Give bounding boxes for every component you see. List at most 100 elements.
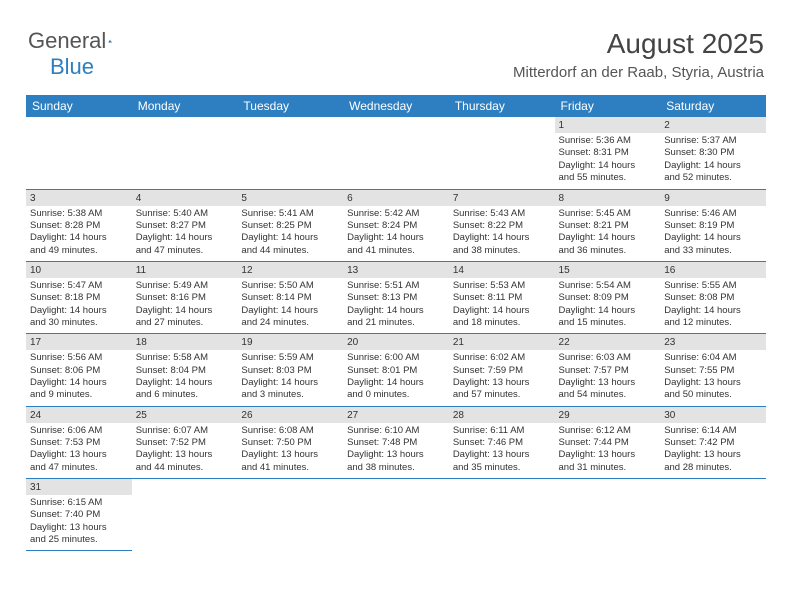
sunrise-line: Sunrise: 5:41 AM <box>241 208 339 220</box>
day-number: 1 <box>555 117 661 133</box>
sunset-line: Sunset: 7:53 PM <box>30 437 128 449</box>
sunrise-line: Sunrise: 6:04 AM <box>664 352 762 364</box>
sunrise-line: Sunrise: 5:58 AM <box>136 352 234 364</box>
sunrise-line: Sunrise: 6:15 AM <box>30 497 128 509</box>
month-title: August 2025 <box>513 28 764 60</box>
daylight-line: Daylight: 14 hoursand 6 minutes. <box>136 377 234 402</box>
calendar-table: Sunday Monday Tuesday Wednesday Thursday… <box>26 95 766 551</box>
sunset-line: Sunset: 7:48 PM <box>347 437 445 449</box>
day-number: 24 <box>26 407 132 423</box>
sunset-line: Sunset: 7:59 PM <box>453 365 551 377</box>
day-content: Sunrise: 5:53 AMSunset: 8:11 PMDaylight:… <box>449 278 555 333</box>
day-content: Sunrise: 5:56 AMSunset: 8:06 PMDaylight:… <box>26 350 132 405</box>
day-content: Sunrise: 5:41 AMSunset: 8:25 PMDaylight:… <box>237 206 343 261</box>
day-content: Sunrise: 6:12 AMSunset: 7:44 PMDaylight:… <box>555 423 661 478</box>
calendar-day-cell: 1Sunrise: 5:36 AMSunset: 8:31 PMDaylight… <box>555 117 661 189</box>
calendar-day-cell: 8Sunrise: 5:45 AMSunset: 8:21 PMDaylight… <box>555 189 661 261</box>
day-number: 25 <box>132 407 238 423</box>
calendar-day-cell: 27Sunrise: 6:10 AMSunset: 7:48 PMDayligh… <box>343 406 449 478</box>
sunset-line: Sunset: 7:50 PM <box>241 437 339 449</box>
sunrise-line: Sunrise: 5:40 AM <box>136 208 234 220</box>
daylight-line: Daylight: 13 hoursand 41 minutes. <box>241 449 339 474</box>
sunrise-line: Sunrise: 5:36 AM <box>559 135 657 147</box>
daylight-line: Daylight: 13 hoursand 38 minutes. <box>347 449 445 474</box>
sunset-line: Sunset: 7:46 PM <box>453 437 551 449</box>
daylight-line: Daylight: 13 hoursand 31 minutes. <box>559 449 657 474</box>
sunrise-line: Sunrise: 6:10 AM <box>347 425 445 437</box>
day-content: Sunrise: 5:38 AMSunset: 8:28 PMDaylight:… <box>26 206 132 261</box>
day-content: Sunrise: 5:58 AMSunset: 8:04 PMDaylight:… <box>132 350 238 405</box>
calendar-day-cell <box>132 117 238 189</box>
day-number: 29 <box>555 407 661 423</box>
calendar-week-row: 31Sunrise: 6:15 AMSunset: 7:40 PMDayligh… <box>26 479 766 551</box>
calendar-day-cell: 22Sunrise: 6:03 AMSunset: 7:57 PMDayligh… <box>555 334 661 406</box>
daylight-line: Daylight: 13 hoursand 44 minutes. <box>136 449 234 474</box>
sunrise-line: Sunrise: 5:45 AM <box>559 208 657 220</box>
daylight-line: Daylight: 13 hoursand 54 minutes. <box>559 377 657 402</box>
sunrise-line: Sunrise: 5:54 AM <box>559 280 657 292</box>
sunset-line: Sunset: 7:55 PM <box>664 365 762 377</box>
sunset-line: Sunset: 8:04 PM <box>136 365 234 377</box>
sunset-line: Sunset: 8:01 PM <box>347 365 445 377</box>
sunrise-line: Sunrise: 6:06 AM <box>30 425 128 437</box>
day-content: Sunrise: 5:46 AMSunset: 8:19 PMDaylight:… <box>660 206 766 261</box>
sunset-line: Sunset: 8:09 PM <box>559 292 657 304</box>
day-number: 26 <box>237 407 343 423</box>
day-content: Sunrise: 6:14 AMSunset: 7:42 PMDaylight:… <box>660 423 766 478</box>
day-number: 6 <box>343 190 449 206</box>
calendar-day-cell: 21Sunrise: 6:02 AMSunset: 7:59 PMDayligh… <box>449 334 555 406</box>
day-number: 8 <box>555 190 661 206</box>
daylight-line: Daylight: 14 hoursand 30 minutes. <box>30 305 128 330</box>
day-content: Sunrise: 5:50 AMSunset: 8:14 PMDaylight:… <box>237 278 343 333</box>
calendar-day-cell: 13Sunrise: 5:51 AMSunset: 8:13 PMDayligh… <box>343 261 449 333</box>
calendar-day-cell: 6Sunrise: 5:42 AMSunset: 8:24 PMDaylight… <box>343 189 449 261</box>
calendar-day-cell: 19Sunrise: 5:59 AMSunset: 8:03 PMDayligh… <box>237 334 343 406</box>
sunrise-line: Sunrise: 5:50 AM <box>241 280 339 292</box>
sunset-line: Sunset: 8:11 PM <box>453 292 551 304</box>
day-number: 9 <box>660 190 766 206</box>
sunset-line: Sunset: 8:27 PM <box>136 220 234 232</box>
sunrise-line: Sunrise: 5:37 AM <box>664 135 762 147</box>
daylight-line: Daylight: 14 hoursand 38 minutes. <box>453 232 551 257</box>
daylight-line: Daylight: 14 hoursand 18 minutes. <box>453 305 551 330</box>
sunrise-line: Sunrise: 6:03 AM <box>559 352 657 364</box>
daylight-line: Daylight: 14 hoursand 44 minutes. <box>241 232 339 257</box>
sunrise-line: Sunrise: 6:00 AM <box>347 352 445 364</box>
sunrise-line: Sunrise: 5:55 AM <box>664 280 762 292</box>
calendar-day-cell: 14Sunrise: 5:53 AMSunset: 8:11 PMDayligh… <box>449 261 555 333</box>
day-content: Sunrise: 6:00 AMSunset: 8:01 PMDaylight:… <box>343 350 449 405</box>
day-content: Sunrise: 5:43 AMSunset: 8:22 PMDaylight:… <box>449 206 555 261</box>
daylight-line: Daylight: 14 hoursand 21 minutes. <box>347 305 445 330</box>
day-number: 15 <box>555 262 661 278</box>
sunset-line: Sunset: 8:30 PM <box>664 147 762 159</box>
daylight-line: Daylight: 13 hoursand 35 minutes. <box>453 449 551 474</box>
day-number: 22 <box>555 334 661 350</box>
daylight-line: Daylight: 14 hoursand 12 minutes. <box>664 305 762 330</box>
day-number: 19 <box>237 334 343 350</box>
sunrise-line: Sunrise: 6:12 AM <box>559 425 657 437</box>
daylight-line: Daylight: 14 hoursand 36 minutes. <box>559 232 657 257</box>
calendar-day-cell <box>237 117 343 189</box>
day-number: 30 <box>660 407 766 423</box>
logo: General <box>28 28 132 54</box>
day-number: 11 <box>132 262 238 278</box>
calendar-day-cell <box>449 117 555 189</box>
day-content: Sunrise: 5:47 AMSunset: 8:18 PMDaylight:… <box>26 278 132 333</box>
calendar-day-cell: 23Sunrise: 6:04 AMSunset: 7:55 PMDayligh… <box>660 334 766 406</box>
calendar-day-cell: 25Sunrise: 6:07 AMSunset: 7:52 PMDayligh… <box>132 406 238 478</box>
sunrise-line: Sunrise: 5:42 AM <box>347 208 445 220</box>
day-number: 4 <box>132 190 238 206</box>
weekday-header-row: Sunday Monday Tuesday Wednesday Thursday… <box>26 95 766 117</box>
daylight-line: Daylight: 14 hoursand 55 minutes. <box>559 160 657 185</box>
sunrise-line: Sunrise: 5:49 AM <box>136 280 234 292</box>
sunset-line: Sunset: 8:25 PM <box>241 220 339 232</box>
calendar-day-cell: 31Sunrise: 6:15 AMSunset: 7:40 PMDayligh… <box>26 479 132 551</box>
daylight-line: Daylight: 13 hoursand 50 minutes. <box>664 377 762 402</box>
calendar-week-row: 3Sunrise: 5:38 AMSunset: 8:28 PMDaylight… <box>26 189 766 261</box>
sunrise-line: Sunrise: 6:02 AM <box>453 352 551 364</box>
sunrise-line: Sunrise: 5:46 AM <box>664 208 762 220</box>
daylight-line: Daylight: 14 hoursand 47 minutes. <box>136 232 234 257</box>
day-number: 7 <box>449 190 555 206</box>
day-content: Sunrise: 5:49 AMSunset: 8:16 PMDaylight:… <box>132 278 238 333</box>
logo-text-general: General <box>28 28 106 54</box>
